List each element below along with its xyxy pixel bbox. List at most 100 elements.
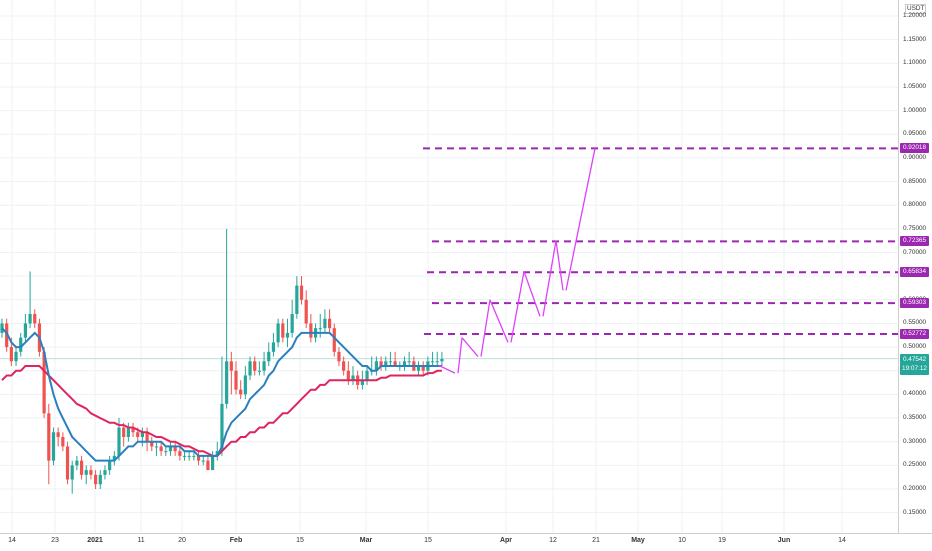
price-axis-label: 0.70000 — [903, 248, 927, 256]
price-axis-label: 0.35000 — [903, 414, 927, 422]
candle-body — [384, 361, 388, 367]
projection-segment — [489, 299, 509, 343]
candle-body — [253, 361, 257, 371]
price-axis-label: 0.25000 — [903, 461, 927, 469]
grid — [0, 0, 898, 533]
candle-body — [351, 375, 355, 381]
candle-body — [33, 313, 37, 324]
currency-label[interactable]: USDT — [905, 4, 927, 14]
candle-body — [299, 285, 304, 300]
candle-body — [79, 460, 84, 475]
candle-body — [94, 474, 98, 485]
candle-body — [304, 299, 308, 324]
candle-body — [42, 351, 46, 414]
candle-body — [65, 446, 70, 480]
date-axis-label: 19 — [718, 537, 726, 544]
candle-body — [201, 460, 205, 462]
price-axis-label: 1.20000 — [903, 12, 927, 19]
projection-segment — [437, 364, 456, 374]
candle-body — [309, 323, 313, 338]
projection-path — [437, 148, 596, 374]
candle-body — [196, 455, 201, 461]
price-axis-label: 0.80000 — [903, 201, 927, 209]
price-axis-label: 1.15000 — [903, 35, 927, 43]
candle-body — [229, 361, 233, 371]
price-axis-label: 0.95000 — [903, 130, 927, 138]
candle-body — [402, 361, 407, 367]
candle-body — [337, 351, 341, 362]
date-axis-label: Apr — [499, 537, 513, 544]
date-axis-label: 11 — [137, 537, 145, 544]
candle-body — [154, 446, 159, 448]
date-axis-label: 23 — [51, 537, 59, 544]
candle-body — [332, 328, 336, 352]
price-axis-label: 1.10000 — [903, 59, 927, 67]
projection-segment — [555, 240, 564, 291]
candle-body — [206, 460, 210, 471]
projection-segment — [480, 299, 491, 357]
target-level-tag[interactable]: 0.59303 — [900, 298, 929, 309]
candles — [0, 228, 444, 494]
candle-body — [243, 375, 247, 395]
candle-body — [122, 427, 126, 437]
candle-body — [430, 361, 435, 363]
date-axis-label: May — [631, 537, 645, 544]
candle-body — [117, 427, 121, 456]
projection-segment — [523, 271, 541, 317]
price-axis-label: 0.75000 — [903, 224, 927, 232]
candle-body — [211, 455, 215, 471]
candle-body — [84, 470, 88, 475]
candle-body — [416, 366, 421, 371]
target-level-tag[interactable]: 0.92018 — [900, 143, 929, 154]
date-axis-label: 14 — [8, 537, 16, 544]
candle-body — [70, 465, 74, 480]
candle-body — [220, 403, 224, 452]
target-level-tag[interactable]: 0.72365 — [900, 236, 929, 247]
date-axis-label: 21 — [592, 537, 600, 544]
candle-body — [136, 432, 140, 437]
candle-body — [14, 351, 18, 362]
date-axis-label: Jun — [777, 537, 791, 544]
candle-body — [281, 323, 285, 338]
candle-body — [346, 370, 350, 381]
date-axis-label: 20 — [178, 537, 186, 544]
candle-body — [28, 313, 32, 324]
candle-body — [89, 470, 93, 475]
candle-body — [150, 441, 154, 447]
candle-body — [225, 361, 229, 404]
price-axis-label: 1.00000 — [903, 106, 927, 114]
candle-body — [0, 323, 4, 333]
target-level-tag[interactable]: 0.65834 — [900, 267, 929, 278]
candle-body — [276, 323, 280, 343]
candle-body — [257, 370, 261, 372]
current-price-tag[interactable]: 0.47542 19:07:12 — [900, 353, 929, 375]
candle-body — [5, 323, 9, 348]
candle-body — [248, 361, 252, 376]
candle-body — [365, 370, 369, 381]
candle-body — [178, 451, 182, 456]
date-axis-label: 15 — [424, 537, 432, 544]
candle-body — [192, 455, 196, 457]
time-axis[interactable] — [0, 533, 932, 551]
candle-body — [239, 389, 243, 395]
candle-body — [61, 436, 65, 447]
candle-body — [187, 455, 191, 457]
date-axis-label: 14 — [838, 537, 846, 544]
slow-moving-average — [1, 365, 442, 457]
projection-segment — [542, 240, 557, 317]
date-axis-label: Feb — [229, 537, 243, 544]
candle-body — [19, 337, 23, 352]
candle-body — [131, 427, 135, 433]
target-level-tag[interactable]: 0.52772 — [900, 328, 929, 339]
candle-body — [360, 380, 364, 385]
bar-countdown: 19:07:12 — [902, 364, 927, 372]
candle-body — [267, 351, 271, 362]
candle-body — [421, 366, 425, 371]
price-axis-label: 0.40000 — [903, 390, 927, 398]
candle-body — [328, 318, 332, 329]
candle-body — [168, 446, 173, 452]
candle-body — [173, 446, 177, 452]
date-axis-label: 12 — [549, 537, 557, 544]
price-axis-label: 0.15000 — [903, 508, 927, 516]
